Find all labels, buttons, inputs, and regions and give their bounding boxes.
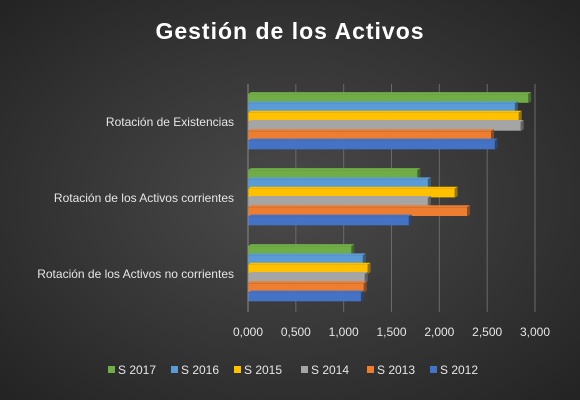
bar-top <box>248 214 412 217</box>
bar-s-2017 <box>248 246 352 255</box>
x-tick-label: 3,000 <box>520 325 550 339</box>
legend-label: S 2015 <box>244 363 282 377</box>
bar-top <box>248 168 421 171</box>
bar-s-2016 <box>248 103 515 113</box>
bar-side <box>514 101 518 113</box>
bar-side <box>520 120 524 132</box>
legend-swatch <box>367 366 374 373</box>
bar-top <box>248 272 368 274</box>
legend-swatch <box>301 366 308 373</box>
x-tick-label: 1,500 <box>376 325 406 339</box>
bar-side <box>351 244 355 256</box>
bar-side <box>518 110 522 122</box>
bar-s-2013 <box>248 207 468 216</box>
category-label: Rotación de Existencias <box>106 115 234 129</box>
x-tick-label: 0,500 <box>281 325 311 339</box>
bar-top <box>248 101 518 104</box>
bar-top <box>248 281 367 284</box>
legend-label: S 2016 <box>181 363 219 377</box>
bar-side <box>408 214 412 226</box>
bar-side <box>362 253 366 265</box>
bar-s-2014 <box>248 198 428 207</box>
bar-s-2017 <box>248 170 418 179</box>
bar-s-2015 <box>248 188 455 198</box>
legend-swatch <box>108 366 115 373</box>
bar-s-2017 <box>248 94 529 103</box>
bar-s-2013 <box>248 131 491 140</box>
bar-side <box>490 129 494 141</box>
legend-label: S 2017 <box>118 363 156 377</box>
x-tick-label: 1,000 <box>329 325 359 339</box>
x-tick-label: 0,000 <box>233 325 263 339</box>
bar-side <box>417 168 421 180</box>
legend-label: S 2012 <box>440 363 478 377</box>
bar-s-2015 <box>248 264 368 274</box>
bar-side <box>364 272 368 284</box>
bar-top <box>248 138 498 141</box>
bar-side <box>494 138 498 150</box>
bar-top <box>248 110 522 113</box>
bar-top <box>248 129 494 132</box>
bar-s-2012 <box>248 216 409 226</box>
category-label: Rotación de los Activos no corrientes <box>37 267 234 281</box>
bar-side <box>528 92 532 104</box>
legend-swatch <box>234 366 241 373</box>
bar-side <box>467 205 471 217</box>
bar-top <box>248 196 431 198</box>
bar-s-2015 <box>248 112 519 122</box>
bar-top <box>248 290 364 293</box>
bar-top <box>248 92 532 95</box>
legend-swatch <box>430 366 437 373</box>
bar-side <box>427 196 431 208</box>
bar-top <box>248 262 371 265</box>
bar-top <box>248 253 366 256</box>
bar-top <box>248 205 471 208</box>
x-tick-label: 2,000 <box>424 325 454 339</box>
bar-s-2014 <box>248 274 365 283</box>
bar-top <box>248 120 524 122</box>
bar-s-2012 <box>248 140 495 150</box>
legend-label: S 2014 <box>311 363 349 377</box>
bar-top <box>248 244 355 247</box>
category-label: Rotación de los Activos corrientes <box>54 191 234 205</box>
bar-side <box>363 281 367 293</box>
legend-swatch <box>171 366 178 373</box>
legend-label: S 2013 <box>377 363 415 377</box>
bar-s-2013 <box>248 283 364 292</box>
bar-s-2016 <box>248 255 363 265</box>
x-tick-label: 2,500 <box>472 325 502 339</box>
bar-side <box>360 290 364 302</box>
bar-side <box>427 177 431 189</box>
bar-s-2012 <box>248 292 361 302</box>
bar-top <box>248 186 458 189</box>
bar-side <box>367 262 371 274</box>
bar-s-2014 <box>248 122 521 131</box>
bar-top <box>248 177 431 180</box>
chart-title: Gestión de los Activos <box>155 18 425 44</box>
bar-side <box>454 186 458 198</box>
bar-s-2016 <box>248 179 428 189</box>
